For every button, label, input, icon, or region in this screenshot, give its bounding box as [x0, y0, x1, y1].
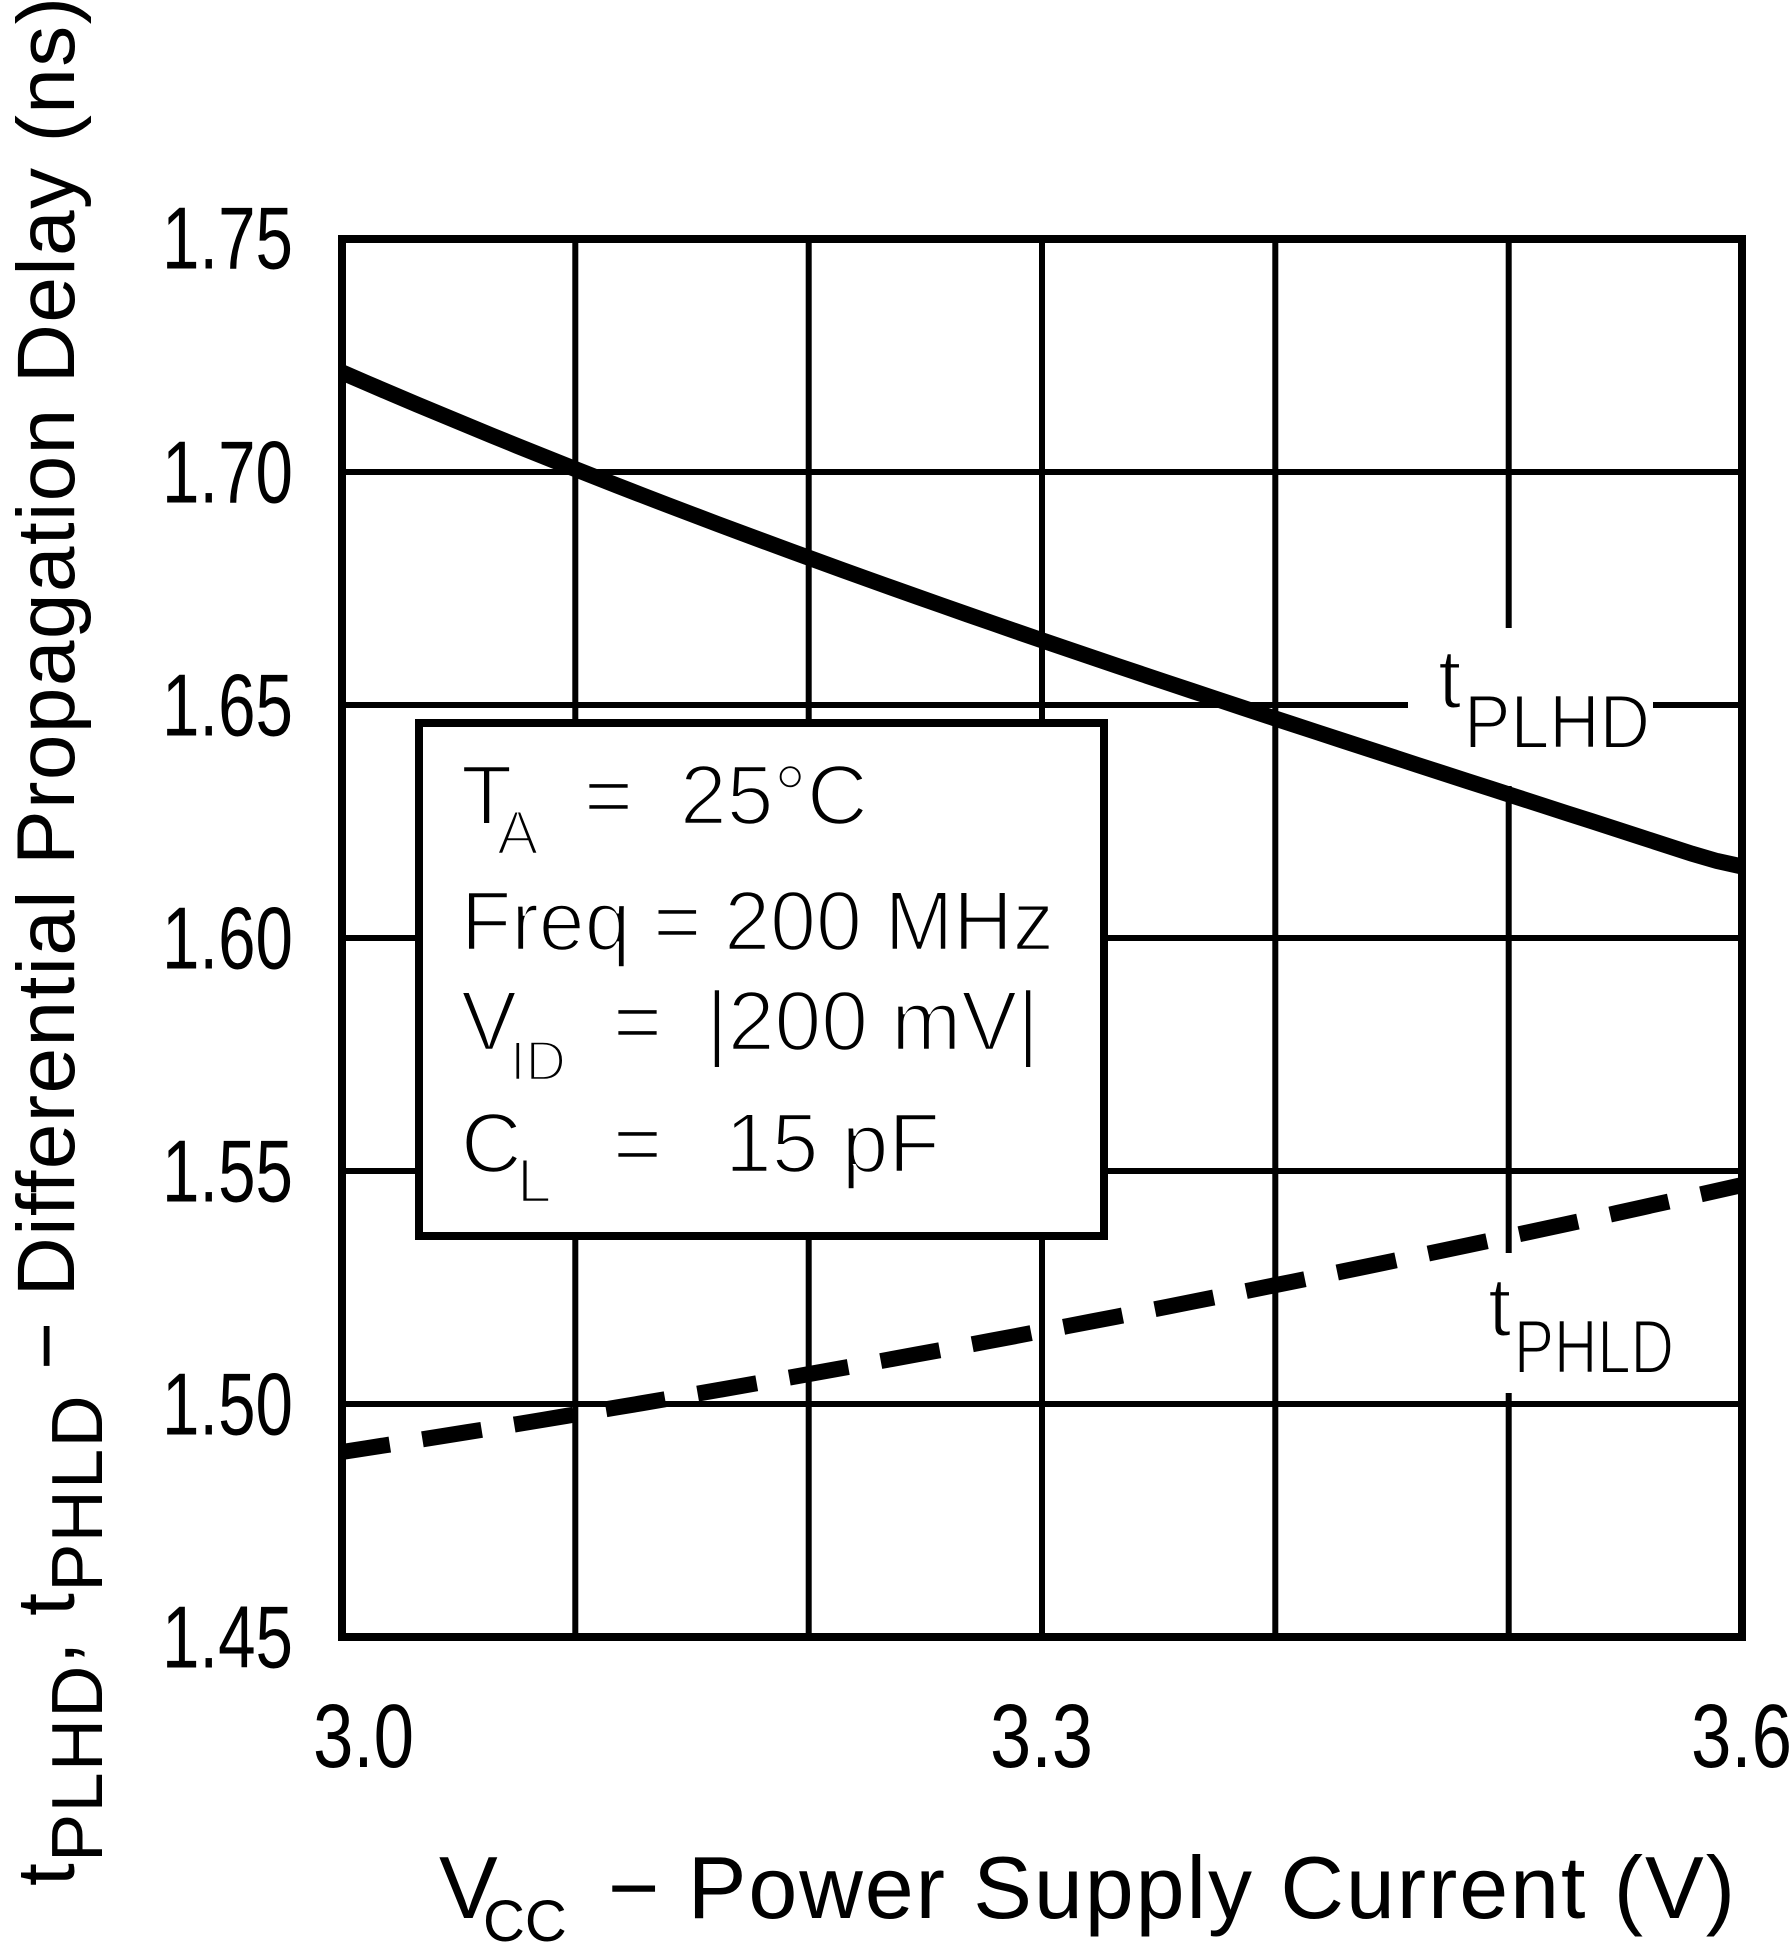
svg-text:1.45: 1.45 [162, 1588, 293, 1687]
svg-text:=: = [613, 974, 662, 1068]
svg-text:|200 mV|: |200 mV| [706, 974, 1039, 1068]
svg-text:1.65: 1.65 [162, 656, 293, 755]
svg-text:t: t [1438, 632, 1461, 726]
svg-text:L: L [517, 1147, 551, 1216]
svg-text:1.50: 1.50 [162, 1355, 293, 1454]
svg-text:A: A [497, 799, 539, 868]
svg-text:=: = [584, 748, 633, 842]
svg-text:15 pF: 15 pF [725, 1096, 940, 1190]
svg-text:PHLD: PHLD [1514, 1305, 1674, 1390]
svg-text:ID: ID [510, 1029, 566, 1092]
svg-text:3.6: 3.6 [1691, 1687, 1790, 1787]
svg-text:PLHD: PLHD [1464, 680, 1650, 765]
svg-text:C: C [461, 1096, 522, 1190]
svg-text:− Power Supply Current (V): − Power Supply Current (V) [608, 1838, 1735, 1937]
svg-text:1.70: 1.70 [162, 423, 293, 522]
svg-text:3.3: 3.3 [990, 1687, 1093, 1787]
svg-text:Freq = 200 MHz: Freq = 200 MHz [461, 874, 1054, 968]
svg-text:1.75: 1.75 [162, 189, 293, 288]
svg-text:V: V [439, 1838, 498, 1937]
svg-text:3.0: 3.0 [313, 1687, 414, 1787]
svg-text:t: t [1488, 1260, 1511, 1354]
svg-text:25°C: 25°C [680, 748, 868, 842]
svg-text:CC: CC [483, 1889, 567, 1944]
svg-text:=: = [613, 1096, 662, 1190]
svg-text:1.55: 1.55 [162, 1122, 293, 1221]
svg-text:T: T [461, 748, 512, 842]
svg-text:1.60: 1.60 [162, 889, 293, 988]
svg-text:V: V [461, 974, 517, 1068]
